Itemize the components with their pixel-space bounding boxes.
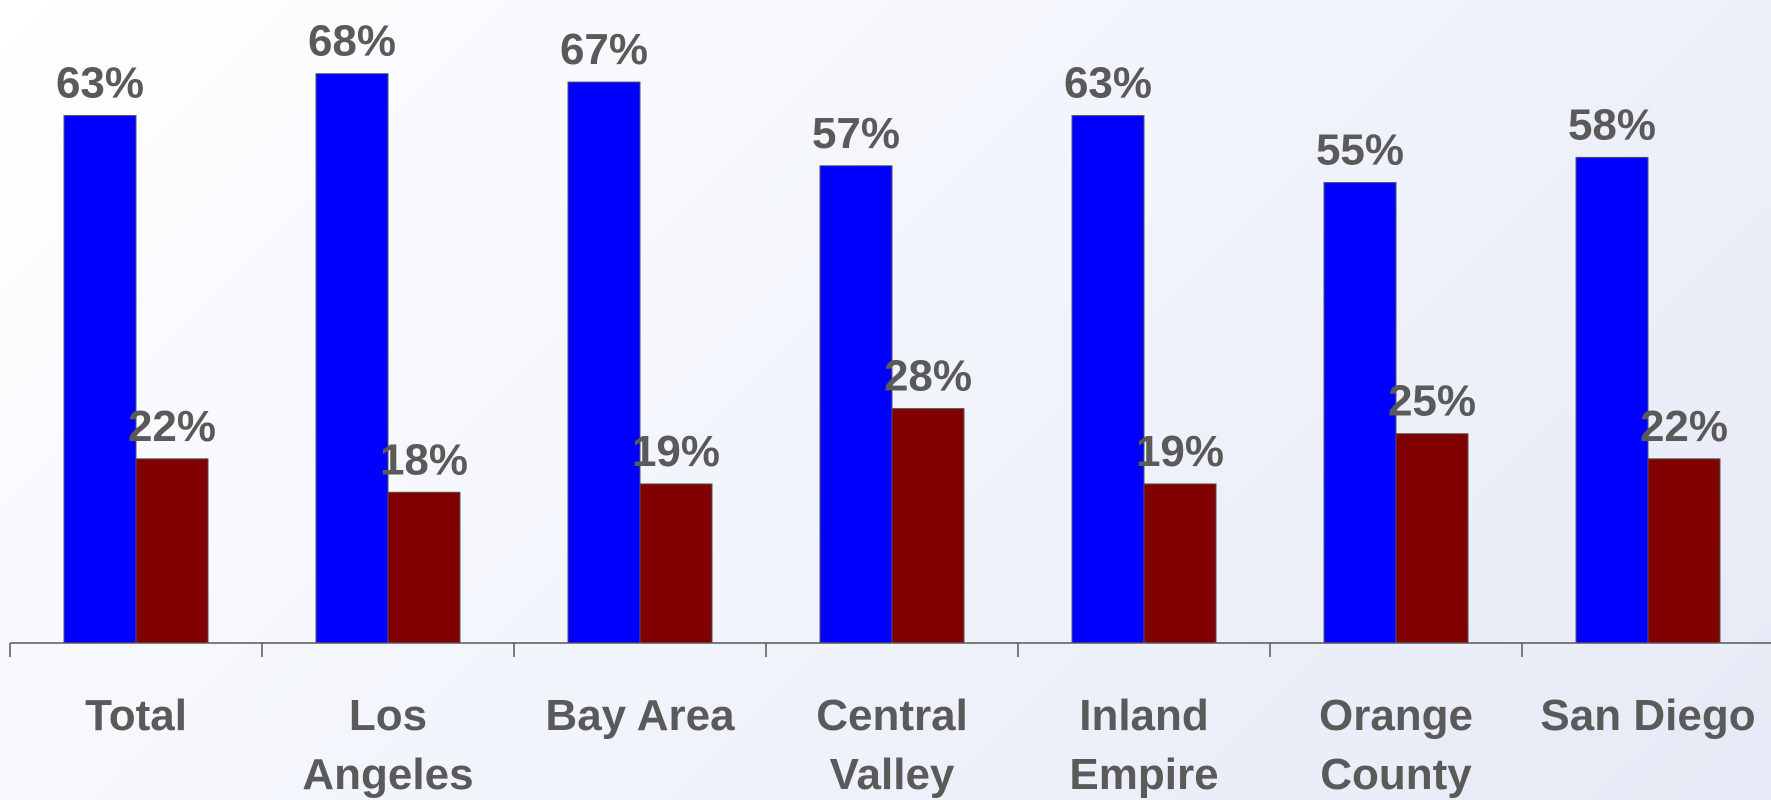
bar-series1-0 xyxy=(63,115,137,644)
bar-series2-3 xyxy=(891,408,965,644)
value-label-series2-1: 18% xyxy=(380,435,468,484)
value-label-series1-2: 67% xyxy=(560,25,648,74)
category-label-1: Los Angeles xyxy=(302,691,473,799)
bar-series1-6 xyxy=(1575,156,1649,644)
category-label-3: Central Valley xyxy=(816,691,968,799)
value-label-series2-6: 22% xyxy=(1640,402,1728,451)
category-label-line: Angeles xyxy=(302,750,473,799)
value-label-series1-6: 58% xyxy=(1568,100,1656,149)
category-label-line: County xyxy=(1320,750,1472,799)
value-label-series2-0: 22% xyxy=(128,402,216,451)
category-labels-group: Total Los Angeles Bay Area Central Valley Inla… xyxy=(85,691,1756,799)
category-label-line: Central xyxy=(816,691,968,740)
category-label-line: Inland xyxy=(1079,691,1209,740)
x-axis xyxy=(9,642,1771,657)
category-label-line: Orange xyxy=(1319,691,1473,740)
bar-series1-2 xyxy=(567,81,641,644)
category-label-line: Bay Area xyxy=(545,691,735,740)
bar-series2-4 xyxy=(1143,483,1217,644)
value-labels-group: 63% 22% 68% 18% 67% 19% 57% 28% 63% 19% 55% 25% 58% 2… xyxy=(56,17,1728,485)
value-label-series1-5: 55% xyxy=(1316,126,1404,175)
bar-series2-0 xyxy=(135,458,209,644)
category-label-6: San Diego xyxy=(1540,691,1755,740)
bar-series1-4 xyxy=(1071,115,1145,644)
category-label-2: Bay Area xyxy=(545,691,735,740)
value-label-series2-3: 28% xyxy=(884,352,972,401)
bar-series2-5 xyxy=(1395,433,1469,644)
category-label-line: San Diego xyxy=(1540,691,1755,740)
value-label-series2-2: 19% xyxy=(632,427,720,476)
value-label-series2-5: 25% xyxy=(1388,377,1476,426)
bar-series1-5 xyxy=(1323,182,1397,644)
bar-series2-2 xyxy=(639,483,713,644)
value-label-series1-1: 68% xyxy=(308,17,396,66)
bars-group xyxy=(63,73,1721,644)
category-label-4: Inland Empire xyxy=(1069,691,1218,799)
value-label-series1-3: 57% xyxy=(812,109,900,158)
bar-series2-6 xyxy=(1647,458,1721,644)
category-label-line: Valley xyxy=(830,750,955,799)
category-label-line: Total xyxy=(85,691,187,740)
value-label-series2-4: 19% xyxy=(1136,427,1224,476)
value-label-series1-4: 63% xyxy=(1064,59,1152,108)
bar-series2-1 xyxy=(387,491,461,644)
bar-series1-1 xyxy=(315,73,389,644)
category-label-0: Total xyxy=(85,691,187,740)
bar-series1-3 xyxy=(819,165,893,644)
category-label-line: Los xyxy=(349,691,427,740)
category-label-5: Orange County xyxy=(1319,691,1473,799)
value-label-series1-0: 63% xyxy=(56,59,144,108)
category-label-line: Empire xyxy=(1069,750,1218,799)
